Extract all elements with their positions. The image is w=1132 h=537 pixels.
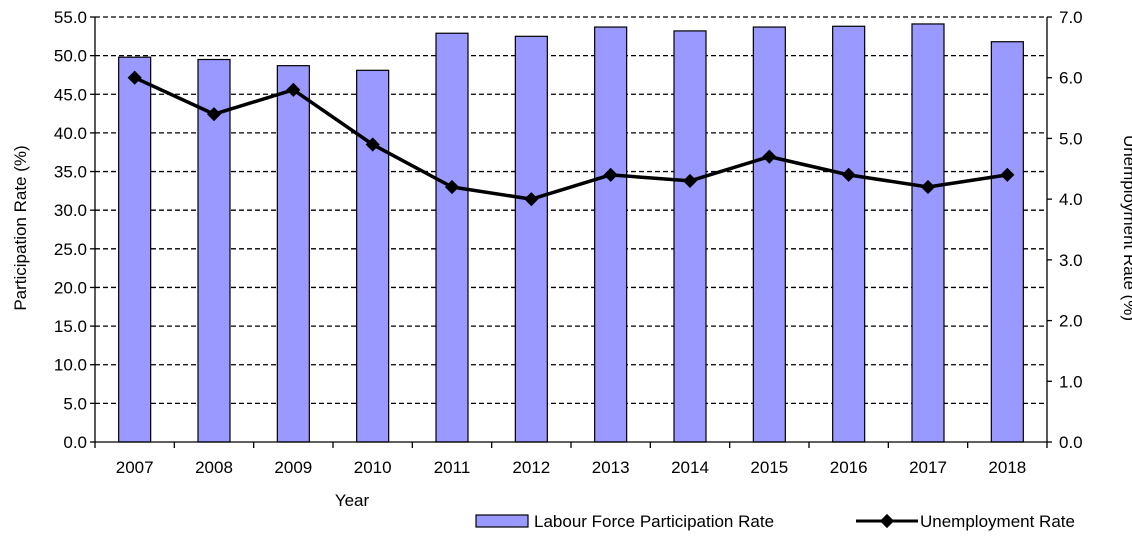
unemployment-point (920, 179, 936, 195)
unemployment-point (841, 167, 856, 182)
bar (514, 35, 548, 443)
x-tick-label: 2017 (909, 458, 947, 477)
line-series (127, 70, 1015, 207)
y-tick-label: 25.0 (54, 240, 87, 259)
x-tick-label: 2008 (195, 458, 233, 477)
y2-tick-label: 5.0 (1059, 129, 1083, 148)
y-tick-label: 10.0 (54, 356, 87, 375)
y-tick-label: 5.0 (63, 394, 87, 413)
unemployment-point (444, 179, 460, 195)
y2-tick-label: 4.0 (1059, 190, 1083, 209)
legend-line-label: Unemployment Rate (920, 512, 1075, 531)
gridlines (95, 16, 1047, 405)
legend: Labour Force Participation Rate Unemploy… (475, 512, 1075, 531)
y-tick-label: 35.0 (54, 163, 87, 182)
x-axis-title: Year (335, 491, 370, 510)
y2-axis-title: Unemployment Rate (%) (1120, 135, 1132, 321)
x-tick-label: 2012 (512, 458, 550, 477)
bar (435, 32, 469, 443)
x-tick-label: 2013 (592, 458, 630, 477)
y-axis-title: Participation Rate (%) (11, 145, 30, 310)
y-tick-label: 0.0 (63, 433, 87, 452)
y2-tick-label: 0.0 (1059, 433, 1083, 452)
bar (752, 26, 786, 443)
y2-tick-label: 7.0 (1059, 8, 1083, 27)
left-axis-ticks: 0.0 5.0 10.0 15.0 20.0 25.0 30.0 35.0 40.0 45.0 50… (54, 8, 95, 452)
unemployment-point (524, 192, 539, 207)
x-tick-label: 2010 (354, 458, 392, 477)
bar (594, 26, 628, 443)
y2-tick-label: 1.0 (1059, 372, 1083, 391)
x-axis-ticks: 2007 2008 2009 2010 2011 2012 2013 2014 2015 2016… (94, 442, 1048, 477)
y-tick-label: 55.0 (54, 8, 87, 27)
bar (911, 23, 945, 443)
y-tick-label: 50.0 (54, 47, 87, 66)
bar (197, 58, 231, 443)
unemployment-line (133, 76, 1008, 201)
y2-tick-label: 6.0 (1059, 69, 1083, 88)
unemployment-point (365, 137, 380, 152)
axes (94, 17, 1048, 443)
y-tick-label: 40.0 (54, 124, 87, 143)
x-tick-label: 2018 (988, 458, 1026, 477)
legend-line-marker (879, 513, 895, 529)
legend-bar-swatch (475, 514, 529, 528)
unemployment-point (286, 82, 301, 97)
y2-tick-label: 2.0 (1059, 312, 1083, 331)
x-tick-label: 2015 (750, 458, 788, 477)
unemployment-point (762, 149, 777, 164)
unemployment-point (1000, 167, 1015, 182)
bar (832, 25, 866, 443)
x-tick-label: 2014 (671, 458, 709, 477)
x-tick-label: 2009 (274, 458, 312, 477)
bar (990, 41, 1024, 443)
y2-tick-label: 3.0 (1059, 251, 1083, 270)
y-tick-label: 20.0 (54, 278, 87, 297)
y-tick-label: 15.0 (54, 317, 87, 336)
y-tick-label: 30.0 (54, 201, 87, 220)
legend-bar-label: Labour Force Participation Rate (534, 512, 774, 531)
right-axis-ticks: 0.0 1.0 2.0 3.0 4.0 5.0 6.0 7.0 (1047, 8, 1083, 452)
bar-series (118, 23, 1024, 443)
y-tick-label: 45.0 (54, 85, 87, 104)
bar (356, 69, 390, 443)
x-tick-label: 2011 (434, 458, 471, 477)
x-tick-label: 2007 (116, 458, 154, 477)
bar (276, 65, 310, 443)
unemployment-point (682, 173, 698, 188)
x-tick-label: 2016 (830, 458, 868, 477)
bar (118, 56, 152, 443)
bar (673, 30, 707, 443)
unemployment-point (603, 167, 618, 182)
